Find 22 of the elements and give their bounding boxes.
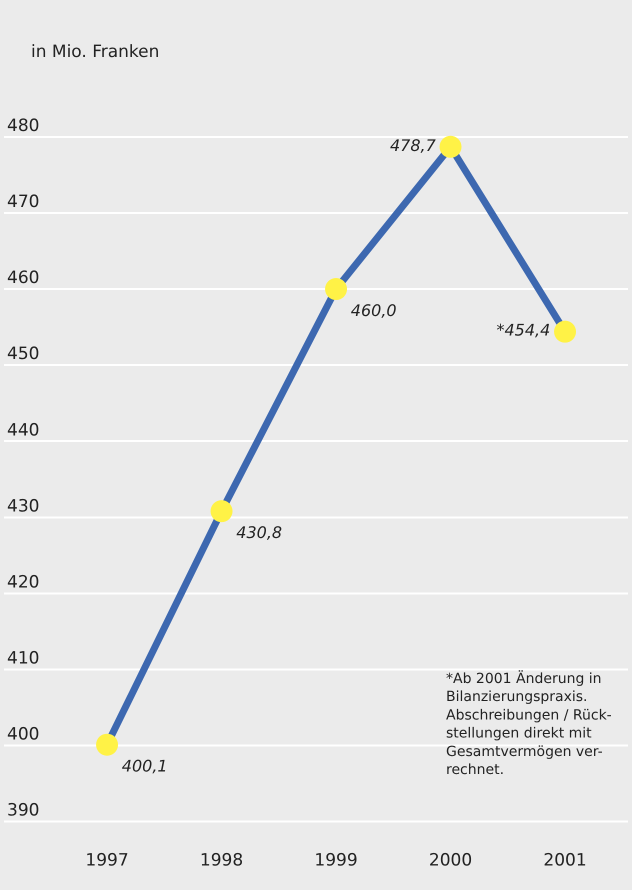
- y-tick-label: 420: [7, 572, 40, 592]
- y-tick-label: 400: [7, 724, 40, 745]
- data-label: 400,1: [122, 756, 168, 776]
- y-tick-label: 470: [7, 192, 40, 212]
- x-tick-label: 1999: [314, 850, 358, 871]
- y-tick-label: 410: [7, 648, 40, 668]
- y-tick-label: 430: [7, 496, 40, 516]
- data-label: 478,7: [390, 136, 437, 155]
- y-tick-label: 440: [7, 420, 40, 440]
- x-tick-label: 1998: [200, 850, 244, 871]
- y-tick-label: 450: [7, 344, 40, 364]
- data-label: 460,0: [350, 300, 397, 320]
- y-tick-label: 390: [7, 800, 40, 821]
- y-axis-title: in Mio. Franken: [31, 42, 160, 62]
- data-label: 430,8: [236, 522, 282, 542]
- y-tick-label: 460: [7, 268, 40, 288]
- x-tick-label: 2001: [543, 850, 587, 871]
- x-tick-label: 1997: [85, 850, 129, 871]
- data-label: *454,4: [496, 320, 550, 340]
- y-tick-label: 480: [7, 116, 40, 136]
- x-tick-label: 2000: [428, 850, 472, 871]
- annotation: *Ab 2001 Änderung in Bilanzierungspraxis. Abschreibungen / Rück- stellungen direkt mit Gesamtvermögen ver- rechnet.: [446, 670, 612, 778]
